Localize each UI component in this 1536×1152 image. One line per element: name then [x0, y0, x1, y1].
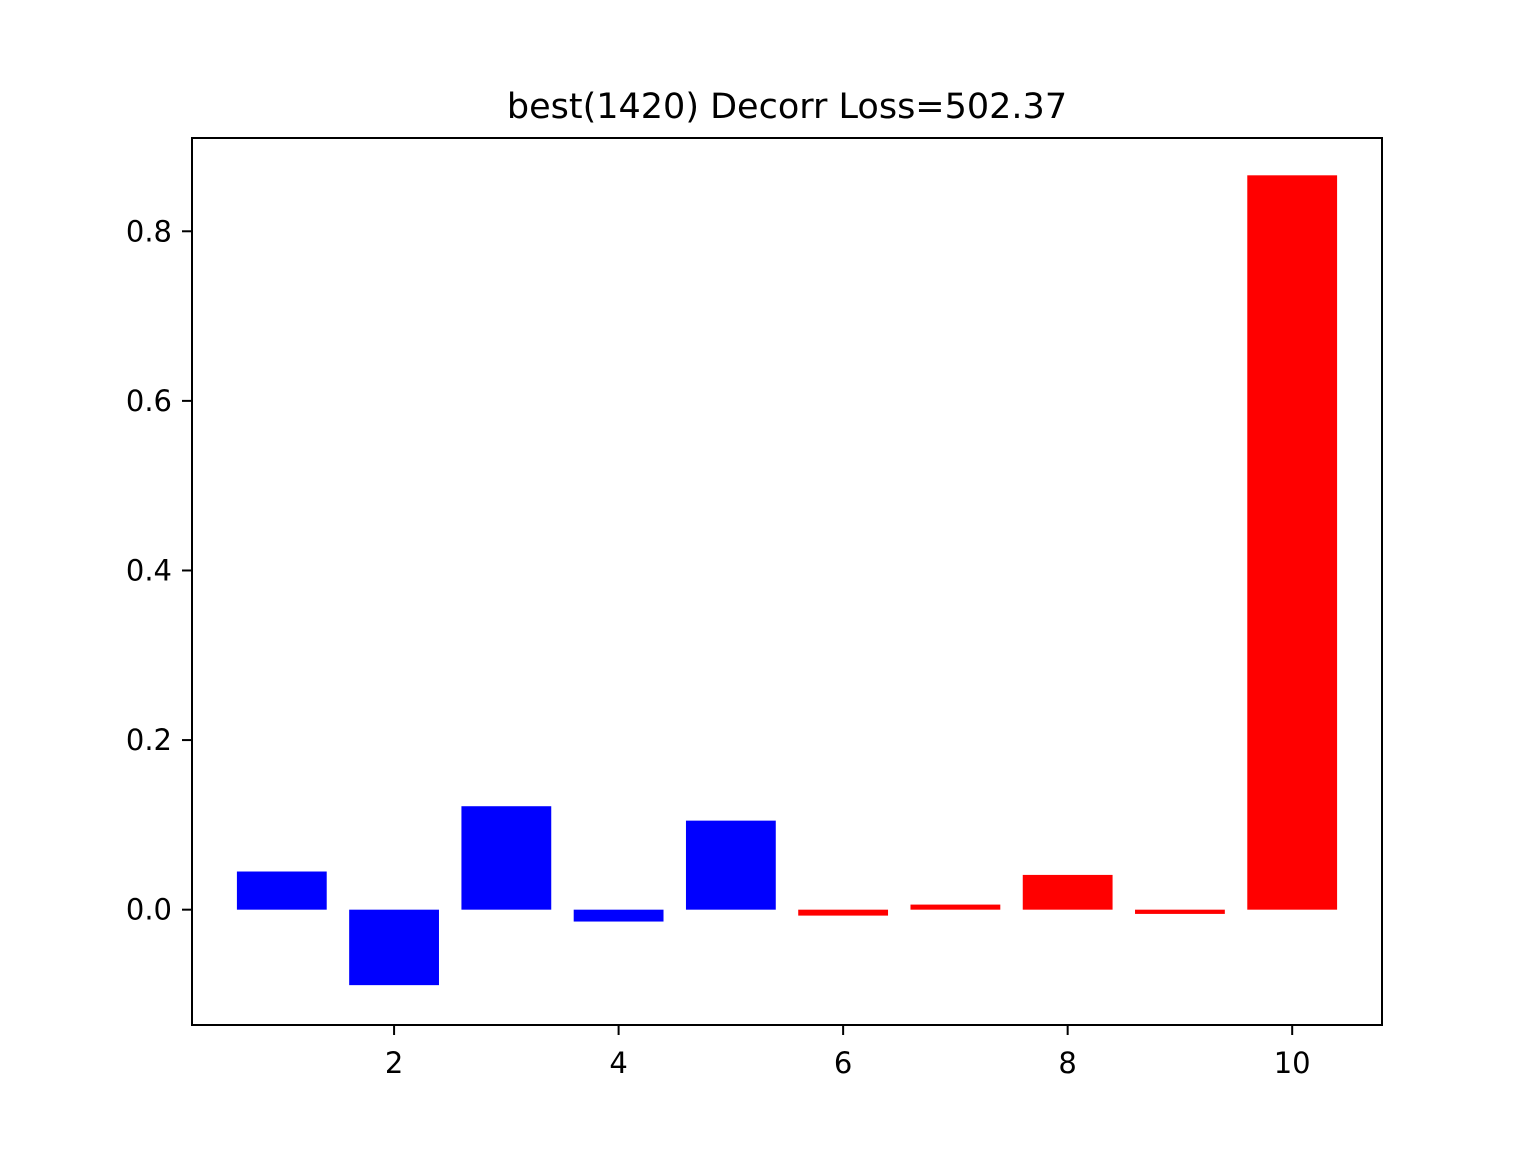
bar-7	[910, 904, 1001, 910]
y-tick-label: 0.4	[126, 553, 172, 587]
bar-4	[573, 909, 664, 922]
x-tick-label: 8	[1058, 1046, 1076, 1080]
x-axis: 2 4 6 8 10	[385, 1025, 1311, 1080]
bar-5	[685, 820, 776, 910]
y-axis: 0.0 0.2 0.4 0.6 0.8	[126, 214, 192, 927]
bar-2	[349, 909, 439, 986]
y-tick-label: 0.6	[126, 384, 172, 418]
y-tick-label: 0.0	[126, 893, 172, 927]
y-tick-label: 0.8	[126, 214, 172, 248]
y-tick-label: 0.2	[126, 723, 172, 757]
x-tick-label: 4	[609, 1046, 627, 1080]
bar-10	[1247, 175, 1338, 910]
bar-9	[1135, 909, 1225, 914]
bar-8	[1022, 874, 1113, 910]
bars-layer	[236, 175, 1338, 986]
plot-frame	[191, 137, 1383, 1026]
x-tick-label: 2	[385, 1046, 403, 1080]
chart-title: best(1420) Decorr Loss=502.37	[507, 87, 1067, 127]
x-tick-label: 6	[834, 1046, 852, 1080]
bar-3	[461, 806, 552, 910]
bar-6	[798, 909, 889, 916]
bar-1	[236, 871, 327, 910]
x-tick-label: 10	[1274, 1046, 1311, 1080]
